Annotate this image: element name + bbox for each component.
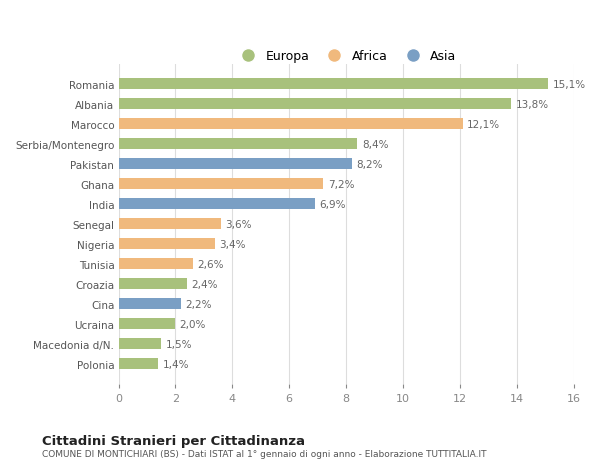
Bar [119,279,187,290]
Bar [119,179,323,190]
Text: 1,4%: 1,4% [163,359,189,369]
Text: 2,0%: 2,0% [179,319,206,329]
Legend: Europa, Africa, Asia: Europa, Africa, Asia [230,45,461,68]
Text: 2,6%: 2,6% [197,259,223,269]
Bar [119,218,221,230]
Bar [119,159,352,170]
Text: 2,2%: 2,2% [185,299,212,309]
Text: 1,5%: 1,5% [166,339,192,349]
Text: 2,4%: 2,4% [191,279,218,289]
Text: 7,2%: 7,2% [328,179,354,189]
Text: 12,1%: 12,1% [467,119,500,129]
Text: 8,4%: 8,4% [362,140,388,149]
Bar [119,298,181,309]
Text: 15,1%: 15,1% [553,79,586,90]
Text: 6,9%: 6,9% [319,199,346,209]
Bar [119,338,161,349]
Bar [119,258,193,269]
Text: Cittadini Stranieri per Cittadinanza: Cittadini Stranieri per Cittadinanza [42,434,305,447]
Text: 8,2%: 8,2% [356,159,383,169]
Bar [119,139,358,150]
Bar [119,319,175,330]
Bar [119,199,315,210]
Text: COMUNE DI MONTICHIARI (BS) - Dati ISTAT al 1° gennaio di ogni anno - Elaborazion: COMUNE DI MONTICHIARI (BS) - Dati ISTAT … [42,449,487,458]
Bar [119,239,215,250]
Bar [119,358,158,369]
Text: 13,8%: 13,8% [515,100,548,109]
Text: 3,4%: 3,4% [220,239,246,249]
Bar [119,79,548,90]
Text: 3,6%: 3,6% [225,219,252,229]
Bar [119,119,463,130]
Bar [119,99,511,110]
